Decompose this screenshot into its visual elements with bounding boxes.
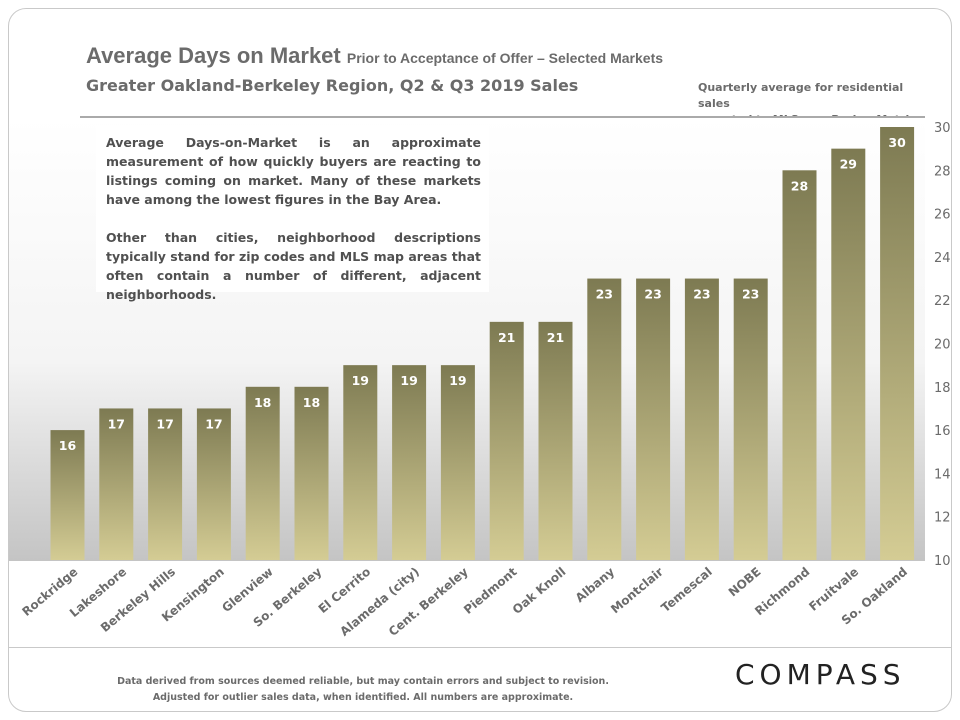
chart-subtitle: Greater Oakland-Berkeley Region, Q2 & Q3… [86,76,579,95]
bar-cent-berkeley [440,365,475,560]
title-text: Average Days on Market [86,43,341,68]
y-tick-label: 20 [934,338,951,353]
bar-value-label: 18 [254,395,271,410]
bar-value-label: 19 [449,373,466,388]
bar-value-label: 21 [547,330,564,345]
bar-rockridge [50,430,85,560]
explanation-textbox: Average Days-on-Market is an approximate… [96,125,489,302]
x-tick-label: NOBE [726,565,764,600]
chart-title: Average Days on Market Prior to Acceptan… [86,43,663,69]
bar-value-label: 23 [693,287,710,302]
compass-logo: COMPASS [735,658,906,691]
y-tick-label: 18 [934,381,951,396]
bar-glenview [245,386,280,560]
footer-divider [9,647,951,648]
bar-value-label: 16 [59,438,77,453]
bar-value-label: 23 [596,287,613,302]
explanation-paragraph-1: Average Days-on-Market is an approximate… [106,135,481,207]
bar-montclair [636,278,671,560]
bar-piedmont [489,321,524,560]
bar-so-berkeley [294,386,329,560]
bar-value-label: 23 [644,287,661,302]
explanation-paragraph-2: Other than cities, neighborhood descript… [106,230,481,302]
bar-value-label: 18 [303,395,320,410]
bar-value-label: 29 [840,157,857,172]
y-tick-label: 16 [934,424,951,439]
y-tick-label: 22 [934,294,951,309]
title-suffix: Prior to Acceptance of Offer – Selected … [346,50,664,66]
bar-value-label: 30 [888,135,906,150]
bar-albany [587,278,622,560]
bar-lakeshore [99,408,134,560]
y-tick-label: 10 [934,554,951,569]
bar-value-label: 17 [108,416,125,431]
bar-oak-knoll [538,321,573,560]
bar-value-label: 19 [352,373,369,388]
bar-kensington [196,408,231,560]
x-tick-label: Oak Knoll [510,565,569,617]
y-tick-label: 30 [934,121,951,136]
bar-value-label: 17 [156,416,173,431]
y-tick-label: 26 [934,208,951,223]
note-line-1: Quarterly average for residential sales [698,81,904,110]
y-tick-label: 24 [934,251,951,266]
bar-berkeley-hills [148,408,183,560]
bar-richmond [782,170,817,561]
x-tick-label: Montclair [608,565,666,617]
y-tick-label: 28 [934,164,951,179]
bar-nobe [733,278,768,560]
bar-value-label: 23 [742,287,759,302]
bar-fruitvale [831,148,866,560]
bar-value-label: 17 [205,416,222,431]
x-tick-label: Temescal [658,565,714,615]
x-tick-label: Albany [573,564,618,605]
y-tick-label: 14 [934,467,951,482]
bar-value-label: 28 [791,178,808,193]
y-tick-label: 12 [934,511,951,526]
footer-disclaimer: Data derived from sources deemed reliabl… [117,676,609,703]
bar-value-label: 19 [400,373,417,388]
bar-temescal [684,278,719,560]
bar-so-oakland [880,127,915,560]
bar-el-cerrito [343,365,378,560]
bar-value-label: 21 [498,330,515,345]
bar-alameda-city [392,365,427,560]
